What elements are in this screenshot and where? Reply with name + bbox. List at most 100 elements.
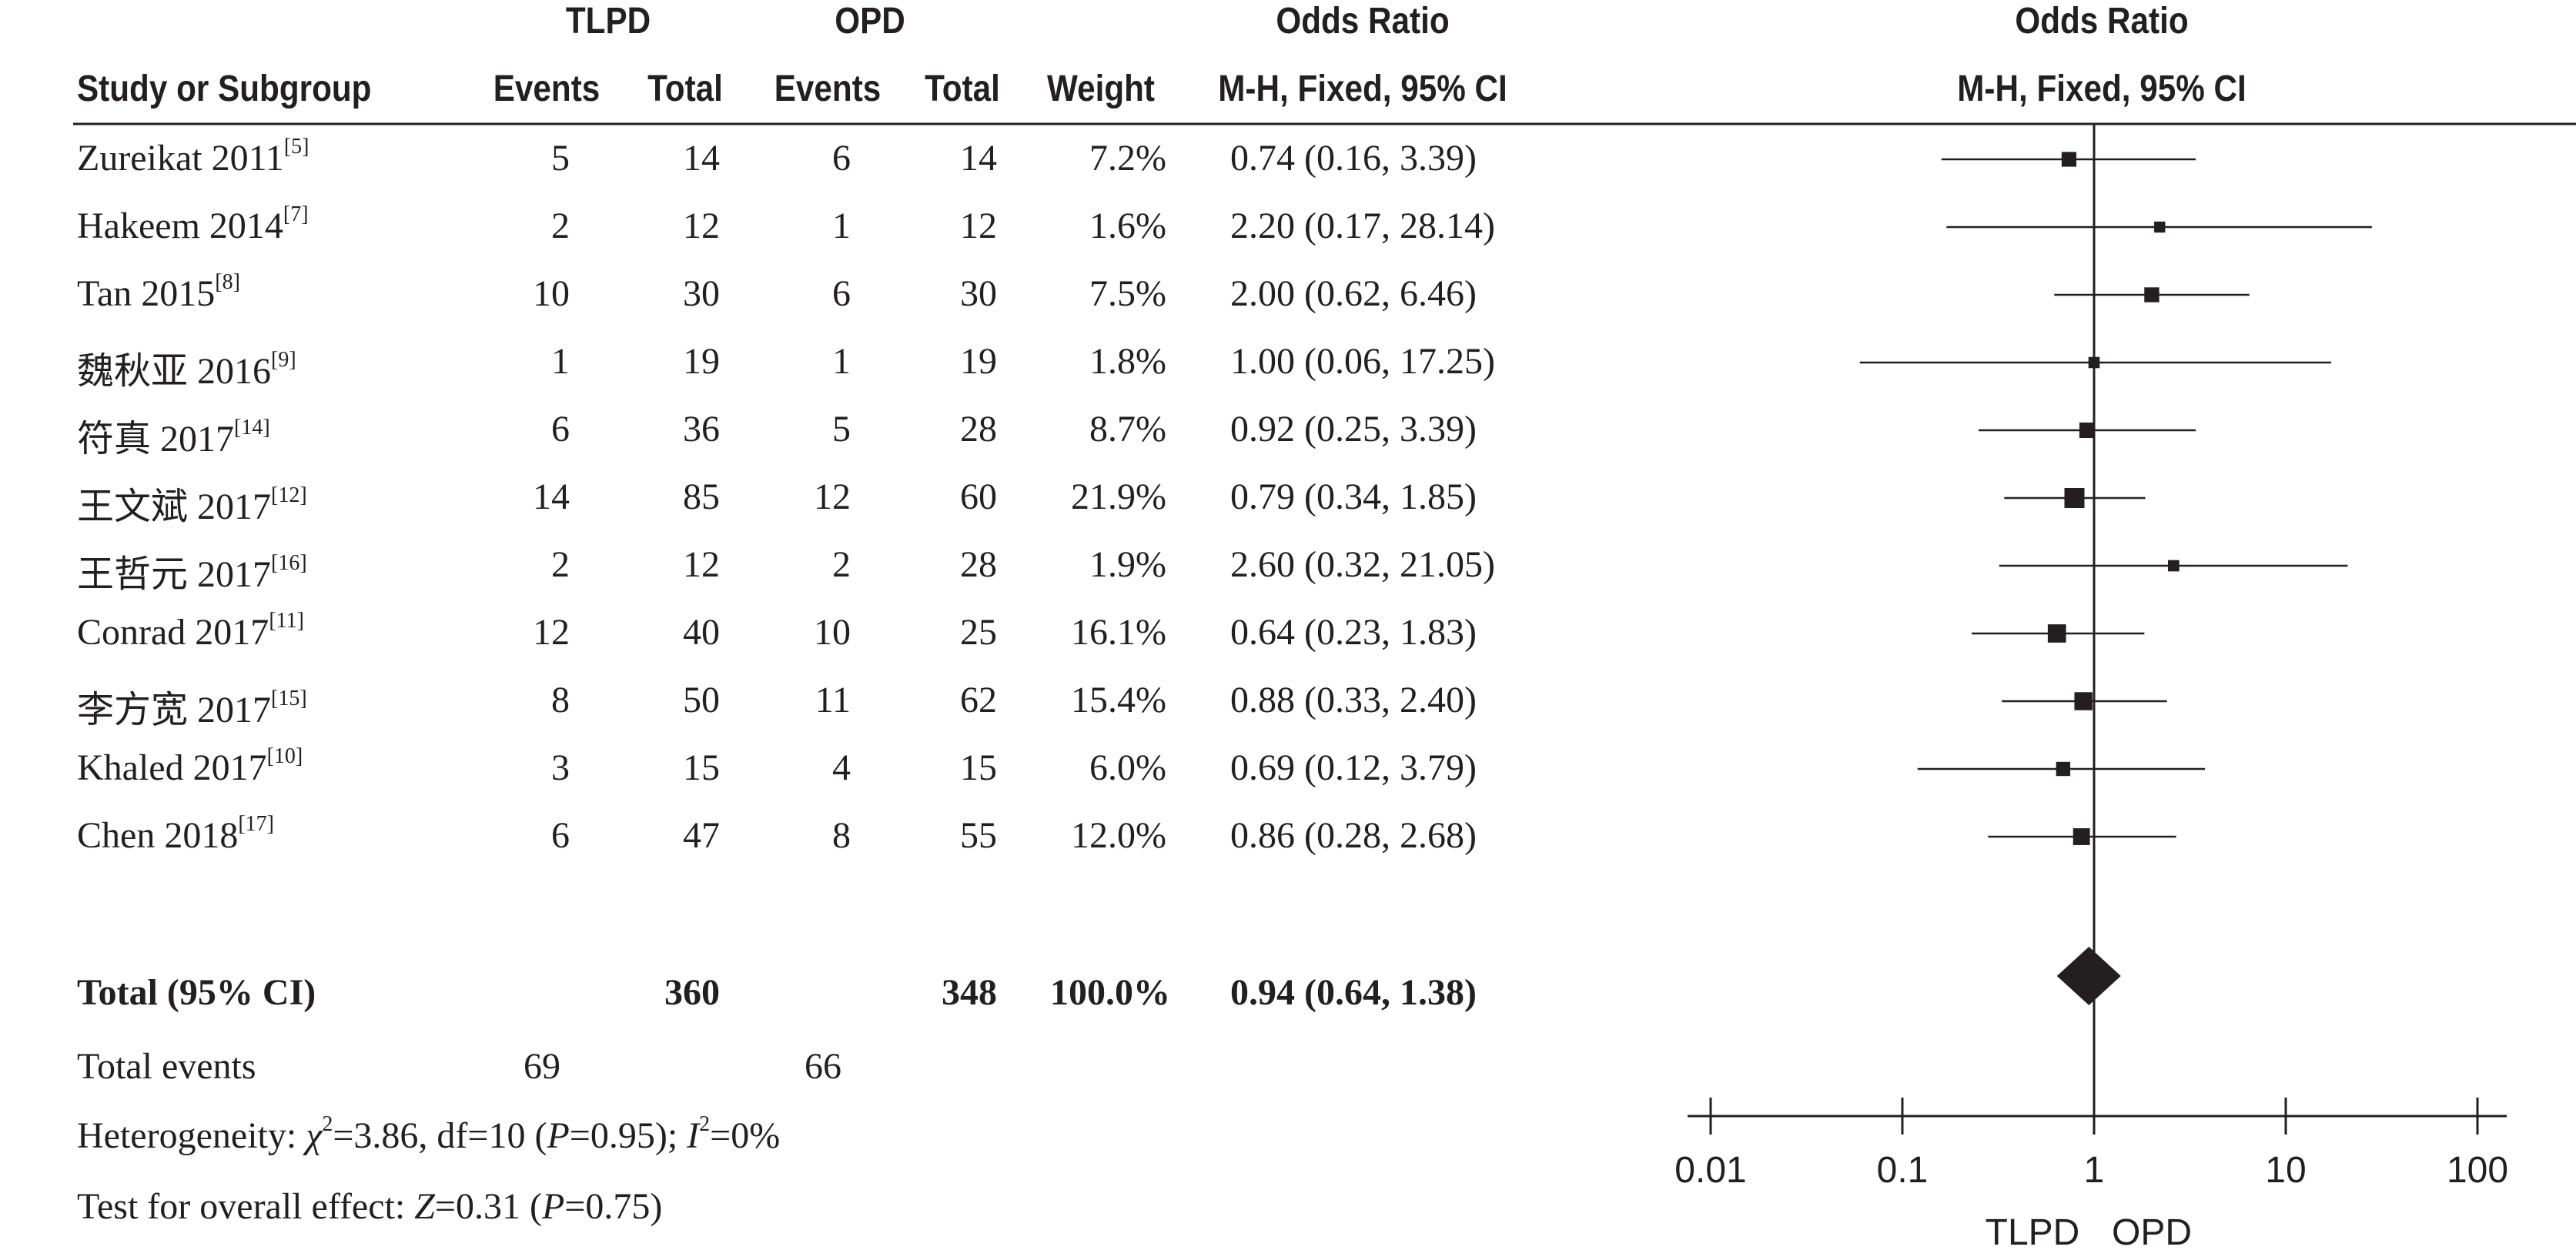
total-events-2: 66 [805, 1046, 841, 1087]
study-weight: 21.9% [1071, 476, 1166, 517]
study-weight: 7.5% [1089, 273, 1166, 314]
study-events-1: 10 [533, 273, 570, 314]
study-reference: [7] [283, 202, 309, 226]
study-ci-text: 1.00 (0.06, 17.25) [1230, 341, 1495, 382]
heterogeneity-text: Heterogeneity: χ2=3.86, df=10 (P=0.95); … [77, 1114, 781, 1157]
study-reference: [17] [238, 812, 274, 836]
study-row-name: 王文斌 2017[12] [77, 476, 307, 530]
study-reference: [15] [271, 687, 307, 710]
point-estimate-square [2073, 828, 2090, 845]
study-total-1: 85 [683, 476, 720, 517]
total-label: Total (95% CI) [77, 972, 316, 1013]
study-events-1: 2 [551, 544, 570, 585]
point-estimate-square [2167, 560, 2180, 572]
study-events-2: 2 [832, 544, 851, 585]
study-name: 王文斌 2017 [77, 486, 272, 527]
study-name: Zureikat 2011 [77, 138, 284, 179]
favours-left-label: TLPD [1986, 1212, 2080, 1250]
study-events-2: 12 [814, 476, 851, 517]
study-total-1: 40 [683, 612, 720, 653]
study-reference: [16] [271, 551, 307, 575]
x-tick-label: 0.01 [1674, 1150, 1746, 1191]
study-total-1: 12 [683, 544, 720, 585]
heterogeneity-label: Heterogeneity: [77, 1115, 306, 1156]
study-ci-text: 2.60 (0.32, 21.05) [1230, 544, 1495, 585]
study-row-name: Zureikat 2011[5] [77, 136, 309, 179]
study-total-2: 28 [960, 409, 997, 450]
study-events-2: 6 [832, 273, 851, 314]
study-total-1: 14 [683, 138, 720, 179]
study-events-1: 12 [533, 612, 570, 653]
x-tick-label: 1 [2084, 1150, 2105, 1191]
p-value: =0.95); [569, 1115, 687, 1156]
point-estimate-square [2144, 287, 2159, 302]
total-weight: 100.0% [1050, 972, 1170, 1013]
point-estimate-square [2154, 221, 2166, 233]
weight-header: Weight [1046, 69, 1156, 109]
study-events-2: 5 [832, 409, 851, 450]
study-column-header: Study or Subgroup [77, 69, 372, 109]
method-header-plot: M-H, Fixed, 95% CI [1957, 69, 2246, 109]
study-events-2: 8 [832, 815, 851, 856]
study-events-2: 11 [815, 680, 851, 720]
study-ci-text: 2.20 (0.17, 28.14) [1230, 206, 1495, 246]
study-reference: [14] [234, 416, 270, 440]
study-events-2: 6 [832, 138, 851, 179]
study-total-2: 55 [960, 815, 997, 856]
overall-effect-text: Test for overall effect: Z=0.31 (P=0.75) [77, 1185, 662, 1228]
total2-header: Total [925, 69, 1000, 109]
study-total-2: 19 [960, 341, 997, 382]
study-events-1: 3 [551, 747, 570, 788]
study-events-2: 4 [832, 747, 851, 788]
study-events-1: 14 [533, 476, 570, 517]
study-total-1: 50 [683, 680, 720, 720]
study-ci-text: 0.69 (0.12, 3.79) [1230, 747, 1477, 788]
study-events-1: 6 [551, 409, 570, 450]
study-reference: [8] [215, 270, 240, 294]
z-value: =0.31 ( [434, 1186, 542, 1227]
study-total-1: 47 [683, 815, 720, 856]
study-weight: 1.8% [1089, 341, 1166, 382]
events1-header: Events [493, 69, 601, 109]
i-value: =0% [710, 1115, 781, 1156]
study-weight: 7.2% [1089, 138, 1166, 179]
x-tick-label: 10 [2265, 1150, 2306, 1191]
study-events-2: 1 [832, 341, 851, 382]
group1-header: TLPD [565, 1, 651, 42]
or-title-plot: Odds Ratio [2015, 1, 2189, 42]
study-reference: [9] [271, 348, 296, 372]
study-name: Khaled 2017 [77, 747, 267, 788]
study-name: 李方宽 2017 [77, 690, 272, 730]
study-ci-text: 0.92 (0.25, 3.39) [1230, 409, 1477, 450]
study-ci-text: 0.64 (0.23, 1.83) [1230, 612, 1477, 653]
p-symbol: P [547, 1115, 570, 1156]
study-row-name: Chen 2018[17] [77, 814, 274, 857]
point-estimate-square [2064, 488, 2085, 508]
study-name: Chen 2018 [77, 815, 239, 856]
study-ci-text: 0.88 (0.33, 2.40) [1230, 680, 1477, 720]
point-estimate-square [2088, 356, 2100, 369]
x-tick-label: 100 [2447, 1150, 2508, 1191]
method-header-table: M-H, Fixed, 95% CI [1218, 69, 1507, 109]
study-reference: [11] [269, 609, 304, 633]
z-symbol: Z [414, 1186, 435, 1227]
study-events-1: 8 [551, 680, 570, 720]
study-weight: 1.9% [1089, 544, 1166, 585]
study-ci-text: 0.74 (0.16, 3.39) [1230, 138, 1477, 179]
study-name: 魏秋亚 2016 [77, 351, 272, 392]
study-ci-text: 0.86 (0.28, 2.68) [1230, 815, 1477, 856]
study-total-2: 30 [960, 273, 997, 314]
total1-header: Total [647, 69, 723, 109]
study-row-name: Conrad 2017[11] [77, 609, 304, 653]
study-name: Hakeem 2014 [77, 206, 283, 246]
study-name: Tan 2015 [77, 273, 216, 314]
study-events-1: 6 [551, 815, 570, 856]
study-events-2: 10 [814, 612, 851, 653]
study-row-name: 李方宽 2017[15] [77, 679, 307, 733]
study-total-2: 25 [960, 612, 997, 653]
study-total-2: 12 [960, 206, 997, 246]
study-total-2: 62 [960, 680, 997, 720]
point-estimate-square [2056, 761, 2071, 777]
study-reference: [12] [271, 483, 307, 507]
total-events-label: Total events [77, 1046, 256, 1087]
